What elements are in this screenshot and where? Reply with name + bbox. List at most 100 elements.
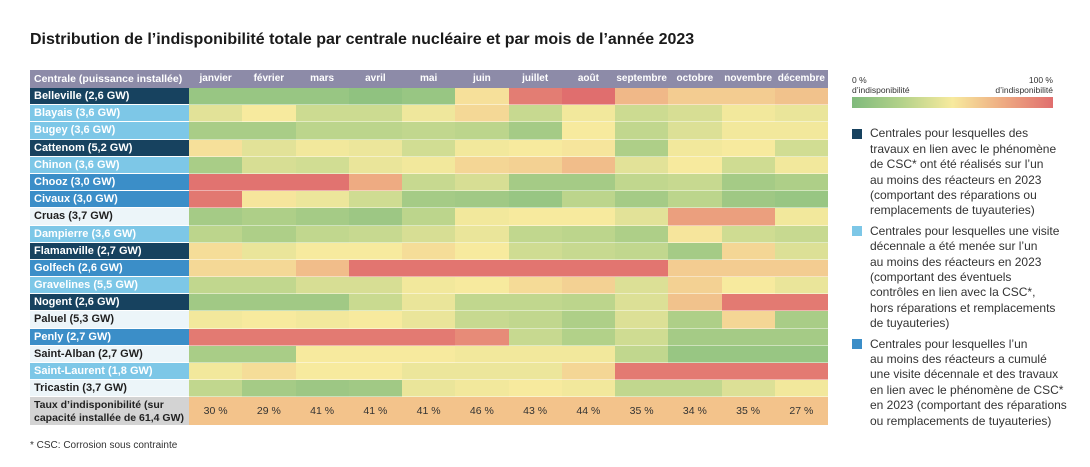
legend-text-line: (comportant des réparations ou xyxy=(870,187,1037,202)
legend-text-line: au moins des réacteurs en 2023 xyxy=(870,254,1042,269)
heatmap-cell xyxy=(242,105,296,123)
heatmap-cell xyxy=(668,88,722,106)
legend-text-line: de CSC* ont été réalisés sur l’un xyxy=(870,157,1044,172)
heatmap-cell xyxy=(402,294,456,312)
heatmap-cell xyxy=(295,225,349,243)
heatmap-cell xyxy=(668,242,722,260)
heatmap-cell xyxy=(615,88,669,106)
heatmap-cell xyxy=(348,122,402,140)
heatmap-cell xyxy=(561,225,615,243)
heatmap-row: Blayais (3,6 GW) xyxy=(30,105,828,123)
heatmap-cell xyxy=(668,363,722,381)
heatmap-row: Cattenom (5,2 GW) xyxy=(30,139,828,157)
legend-text-line: contrôles en lien avec la CSC*, xyxy=(870,285,1036,300)
heatmap-cell xyxy=(402,122,456,140)
heatmap-cell xyxy=(774,105,828,123)
heatmap-cell xyxy=(774,156,828,174)
legend-text-line: (comportant des éventuels xyxy=(870,269,1012,284)
row-label: Belleville (2,6 GW) xyxy=(30,88,189,106)
legend-text-line: en lien avec le phénomène de CSC* xyxy=(870,382,1064,397)
heatmap-cell xyxy=(721,259,775,278)
heatmap-cell xyxy=(721,225,775,243)
heatmap-cell xyxy=(348,294,402,312)
heatmap-cell xyxy=(242,122,296,140)
legend: 0 % d’indisponibilité 100 % d’indisponib… xyxy=(852,75,1084,436)
month-header: mai xyxy=(420,73,438,84)
heatmap-cell xyxy=(295,191,349,209)
heatmap-cell xyxy=(455,156,509,174)
row-label: Penly (2,7 GW) xyxy=(30,328,189,346)
heatmap-cell xyxy=(455,122,509,140)
heatmap-row: Flamanville (2,7 GW) xyxy=(30,242,828,260)
heatmap-cell xyxy=(455,191,509,209)
heatmap-cell xyxy=(242,277,296,295)
heatmap-cell xyxy=(668,259,722,278)
heatmap-cell xyxy=(508,328,562,346)
heatmap-cell xyxy=(615,208,669,226)
heatmap-cell xyxy=(508,345,562,363)
heatmap-cell xyxy=(561,380,615,398)
row-label: Civaux (3,0 GW) xyxy=(30,191,189,209)
row-label: Bugey (3,6 GW) xyxy=(30,122,189,140)
heatmap-cell xyxy=(189,208,243,226)
heatmap-cell xyxy=(721,122,775,140)
scale-low-text: d’indisponibilité xyxy=(852,84,910,95)
total-value: 35 % xyxy=(615,397,669,426)
row-label: Nogent (2,6 GW) xyxy=(30,294,189,312)
heatmap-cell xyxy=(508,156,562,174)
heatmap-cell xyxy=(561,345,615,363)
total-value: 46 % xyxy=(455,397,509,426)
heatmap-cell xyxy=(508,363,562,381)
heatmap-cell xyxy=(242,328,296,346)
heatmap-cell xyxy=(668,380,722,398)
heatmap-cell xyxy=(508,208,562,226)
heatmap-cell xyxy=(402,139,456,157)
row-label: Flamanville (2,7 GW) xyxy=(30,242,189,260)
heatmap-cell xyxy=(189,328,243,346)
heatmap-cell xyxy=(668,208,722,226)
heatmap-cell xyxy=(721,380,775,398)
heatmap-cell xyxy=(402,345,456,363)
heatmap-cell xyxy=(348,88,402,106)
month-header: février xyxy=(253,73,285,84)
heatmap-cell xyxy=(774,242,828,260)
legend-swatch xyxy=(852,226,862,237)
heatmap-cell xyxy=(402,225,456,243)
total-value: 27 % xyxy=(774,397,828,426)
color-scale-bar xyxy=(852,97,1053,108)
month-header: octobre xyxy=(676,73,714,84)
heatmap-cell xyxy=(242,242,296,260)
heatmap-cell xyxy=(668,122,722,140)
row-label: Dampierre (3,6 GW) xyxy=(30,225,189,243)
heatmap-row: Golfech (2,6 GW) xyxy=(30,259,828,278)
heatmap-cell xyxy=(615,345,669,363)
heatmap-cell xyxy=(561,88,615,106)
heatmap-cell xyxy=(561,139,615,157)
heatmap-cell xyxy=(242,345,296,363)
total-value: 34 % xyxy=(668,397,722,426)
heatmap-cell xyxy=(242,294,296,312)
heatmap-row: Bugey (3,6 GW) xyxy=(30,122,828,140)
row-label: Blayais (3,6 GW) xyxy=(30,105,189,123)
heatmap-cell xyxy=(189,139,243,157)
heatmap-cell xyxy=(561,294,615,312)
heatmap-cell xyxy=(615,277,669,295)
legend-text-line: travaux en lien avec le phénomène xyxy=(870,141,1057,156)
heatmap-rows: Belleville (2,6 GW) Blayais (3,6 GW) Bugey… xyxy=(30,88,828,398)
heatmap-cell xyxy=(295,173,349,192)
heatmap-cell xyxy=(774,345,828,363)
legend-text-line: hors réparations et remplacements xyxy=(870,300,1056,315)
legend-text-line: au moins des réacteurs a cumulé xyxy=(870,351,1047,366)
heatmap-table: Centrale (puissance installée) janvier fé… xyxy=(30,70,828,426)
heatmap-cell xyxy=(242,156,296,174)
legend-item: Centrales pour lesquelles des travaux en … xyxy=(852,126,1084,218)
heatmap-cell xyxy=(402,363,456,381)
heatmap-cell xyxy=(189,242,243,260)
legend-text-line: Centrales pour lesquelles l’un xyxy=(870,336,1028,351)
heatmap-cell xyxy=(508,105,562,123)
heatmap-cell xyxy=(402,173,456,192)
heatmap-cell xyxy=(774,294,828,312)
heatmap-cell xyxy=(721,139,775,157)
heatmap-row: Saint-Laurent (1,8 GW) xyxy=(30,363,828,381)
month-header: septembre xyxy=(616,73,667,84)
